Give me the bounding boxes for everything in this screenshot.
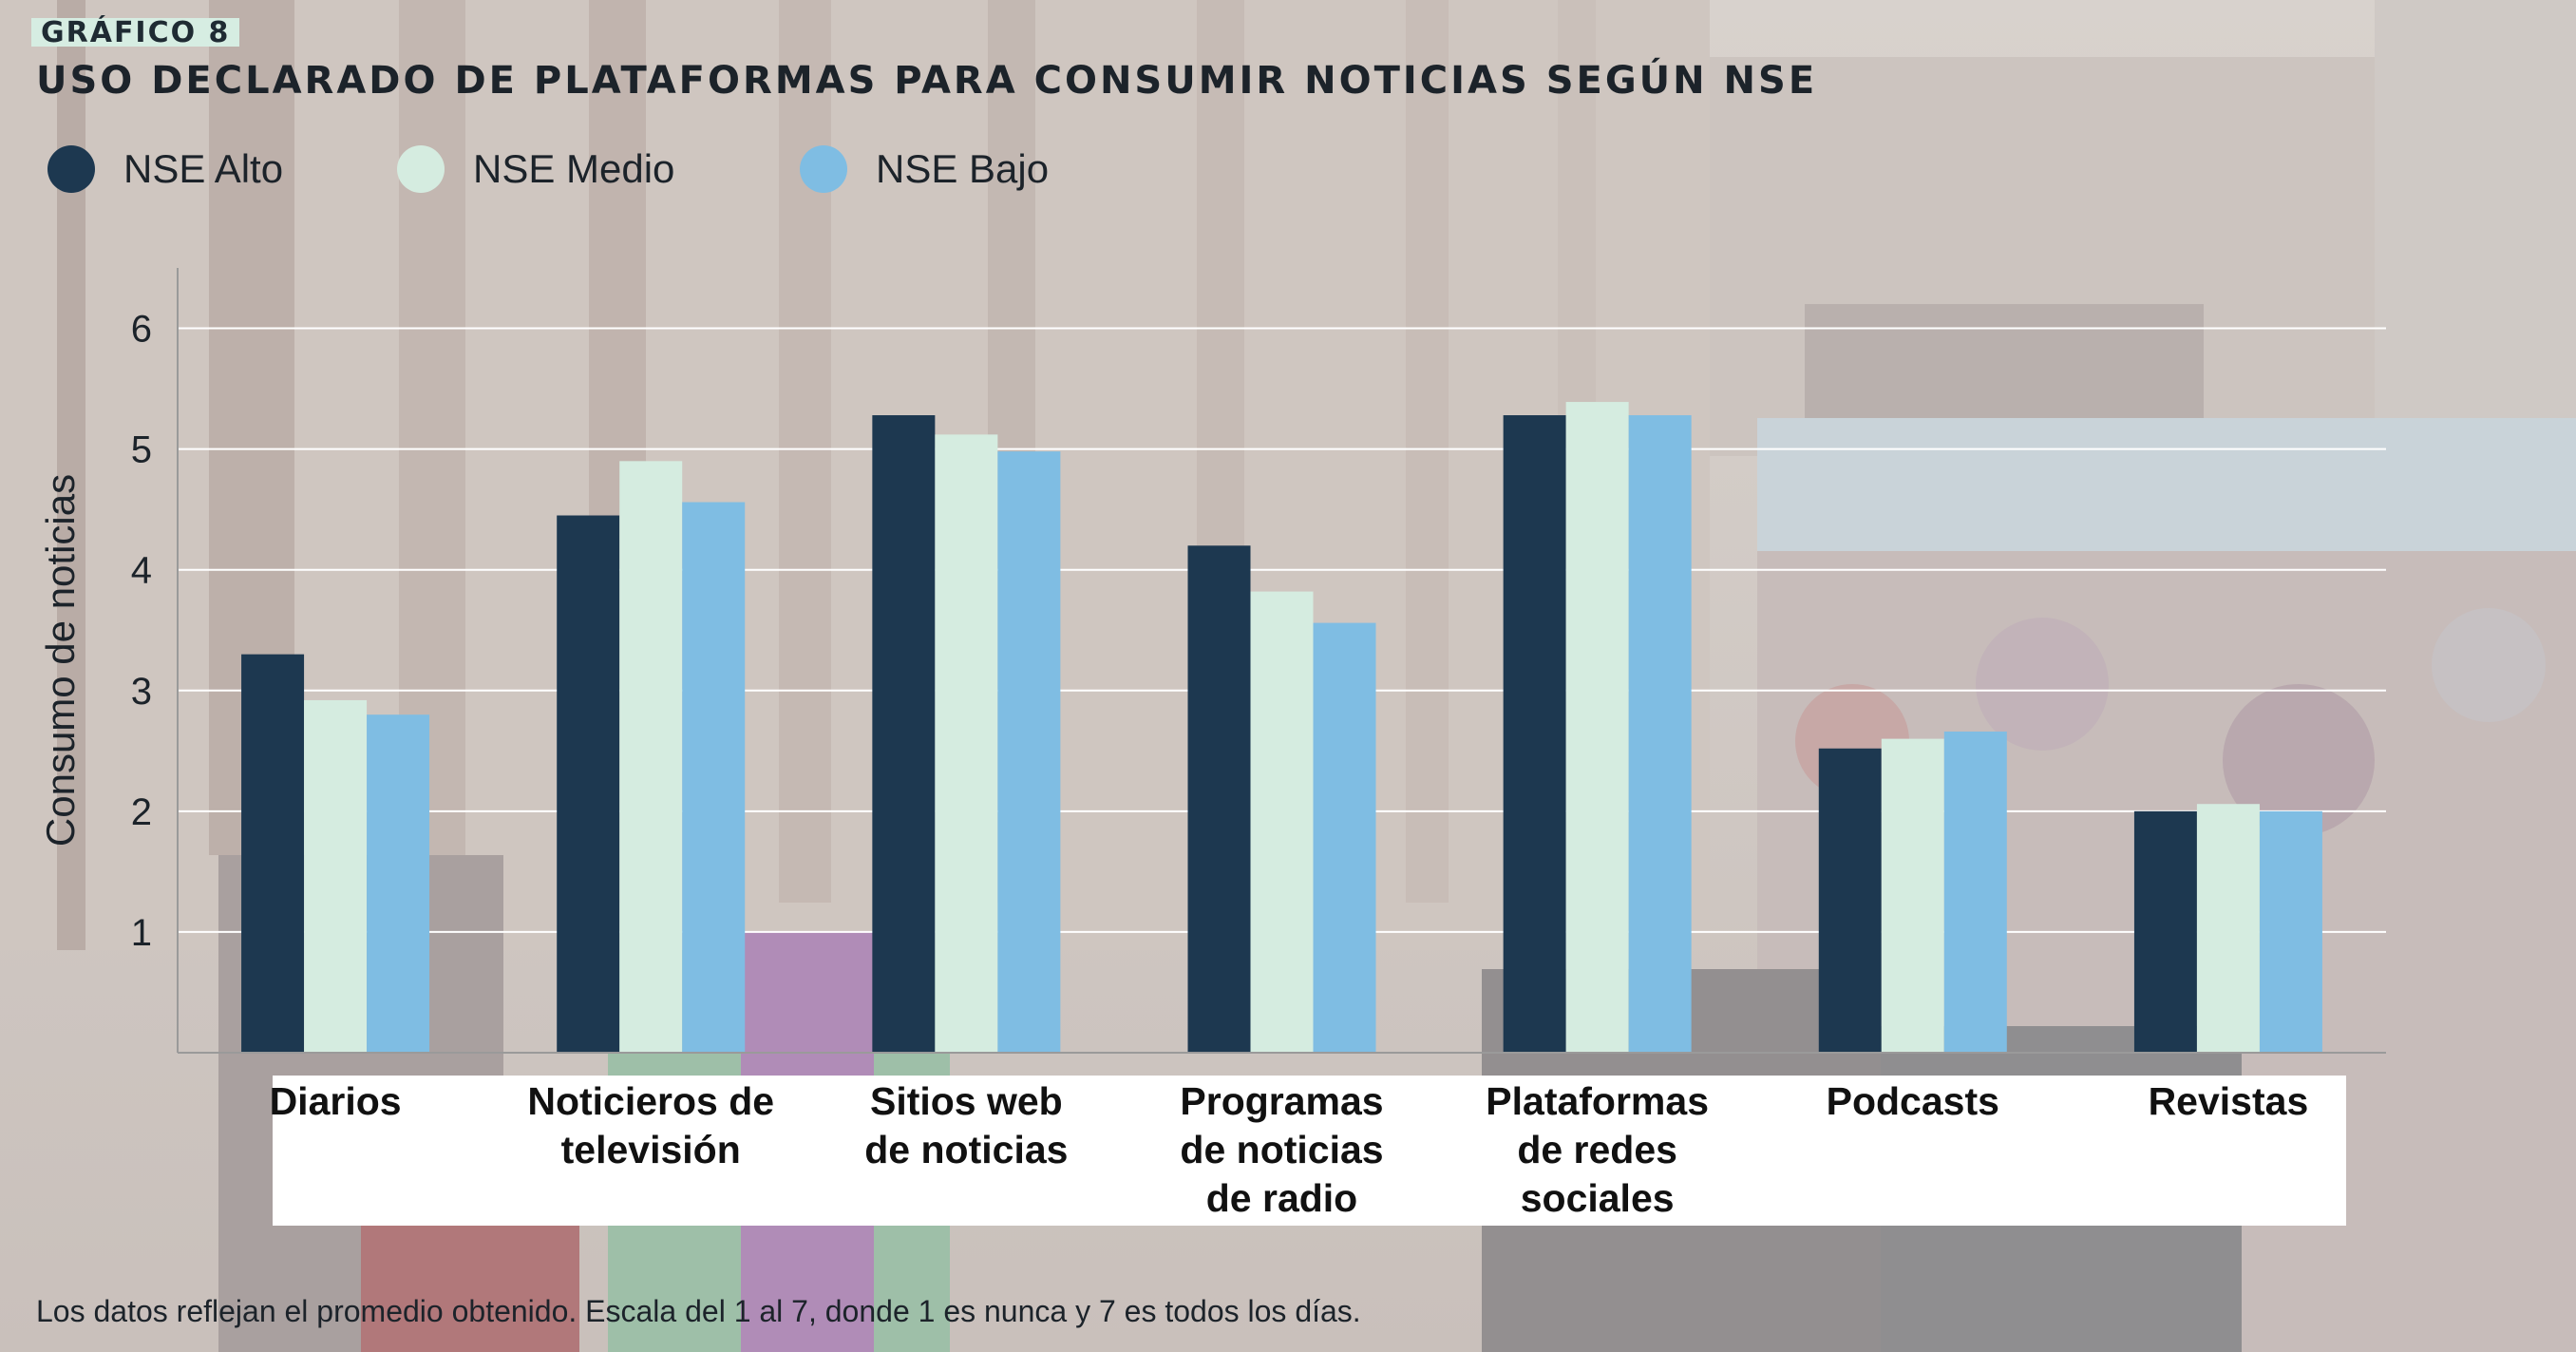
bar-nse-bajo	[367, 714, 430, 1053]
legend-label-nse-medio: NSE Medio	[473, 146, 675, 191]
bar-nse-alto	[1503, 415, 1566, 1054]
x-category-label: televisión	[561, 1128, 741, 1171]
legend-label-nse-alto: NSE Alto	[123, 146, 284, 191]
bar-nse-medio	[1881, 738, 1944, 1053]
bar-nse-medio	[1250, 591, 1314, 1053]
legend-swatch-nse-bajo	[800, 145, 847, 193]
x-category-label: sociales	[1521, 1176, 1675, 1220]
legend-item-nse-alto: NSE Alto	[47, 141, 283, 198]
y-tick-label: 5	[131, 429, 152, 471]
legend-label-nse-bajo: NSE Bajo	[876, 146, 1050, 191]
bar-nse-alto	[241, 654, 305, 1053]
x-category-label: Plataformas	[1486, 1079, 1709, 1123]
legend-swatch-nse-alto	[47, 145, 95, 193]
x-category-label: Revistas	[2149, 1079, 2309, 1123]
bar-nse-bajo	[2259, 810, 2322, 1053]
bar-nse-medio	[935, 434, 998, 1053]
bar-nse-alto	[557, 515, 620, 1053]
y-tick-label: 4	[131, 550, 152, 592]
legend-item-nse-bajo: NSE Bajo	[800, 141, 1049, 198]
bar-nse-alto	[872, 415, 936, 1054]
chart-tag: GRÁFICO 8	[31, 18, 240, 48]
bar-nse-medio	[619, 461, 683, 1053]
bar-nse-bajo	[1313, 622, 1376, 1053]
bar-nse-alto	[2133, 810, 2197, 1053]
bar-nse-medio	[304, 699, 368, 1053]
footnote: Los datos reflejan el promedio obtenido.…	[36, 1294, 1361, 1328]
y-tick-label: 3	[131, 671, 152, 713]
x-category-label: de radio	[1206, 1176, 1357, 1220]
y-tick-label: 1	[131, 912, 152, 954]
x-category-label: Noticieros de	[527, 1079, 774, 1123]
x-category-label: de redes	[1517, 1128, 1677, 1171]
legend-swatch-nse-medio	[397, 145, 445, 193]
bar-nse-bajo	[1943, 731, 2007, 1053]
x-category-label: de noticias	[1180, 1128, 1383, 1171]
x-category-label: Sitios web	[870, 1079, 1063, 1123]
bar-nse-alto	[1187, 545, 1251, 1053]
bar-nse-alto	[1818, 748, 1882, 1053]
y-tick-label: 2	[131, 791, 152, 833]
bars	[241, 402, 2322, 1054]
x-axis-labels: Diarios Noticieros de televisión Sitios web…	[270, 1079, 2309, 1220]
bar-nse-medio	[1565, 402, 1629, 1053]
y-axis-title: Consumo de noticias	[38, 474, 83, 847]
legend-item-nse-medio: NSE Medio	[397, 141, 674, 198]
x-category-label: Diarios	[270, 1079, 402, 1123]
bar-nse-bajo	[682, 502, 746, 1053]
x-category-label: de noticias	[864, 1128, 1068, 1171]
x-label-panel	[273, 1076, 2346, 1226]
y-axis: 1 2 3 4 5 6	[131, 268, 2386, 1054]
bar-nse-bajo	[997, 451, 1061, 1053]
y-tick-label: 6	[131, 309, 152, 351]
x-category-label: Podcasts	[1827, 1079, 1999, 1123]
bar-nse-bajo	[1628, 415, 1692, 1054]
chart-title: USO DECLARADO DE PLATAFORMAS PARA CONSUM…	[36, 59, 1818, 103]
bar-nse-medio	[2196, 804, 2260, 1053]
x-category-label: Programas	[1180, 1079, 1383, 1123]
